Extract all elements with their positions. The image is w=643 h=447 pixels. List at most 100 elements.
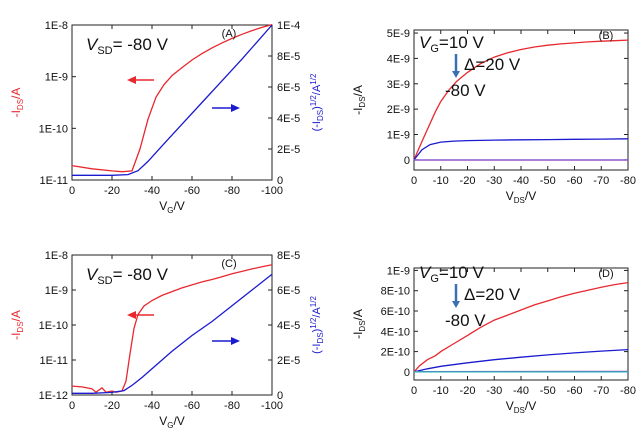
y-tick-label: 0 xyxy=(404,367,410,379)
x-axis-label: VDS/V xyxy=(506,189,536,205)
chart-panel-4: 0 -10 -20 -30 -40 -50 -60 -70 -80 0 2E-10 4E-10 6E-1… xyxy=(351,263,636,415)
x-tick-label: 0 xyxy=(69,400,75,412)
x-tick-label: -100 xyxy=(261,400,283,412)
y-axis-label: -IDS/A xyxy=(351,85,367,115)
y-tick-label: 5E-9 xyxy=(387,28,410,40)
y-axis-label: -IDS/A xyxy=(351,309,367,339)
y2-tick-label: 8E-5 xyxy=(277,51,300,63)
y-tick-label: 1E-9 xyxy=(387,129,410,141)
annotation-end: -80 V xyxy=(445,81,486,100)
series-line-2 xyxy=(413,138,629,161)
x-axis-label: VDS/V xyxy=(506,399,536,415)
chart-panel-1: 0 -20 -40 -60 -80 -100 1E-11 1E-10 1E-9 1E-8 0 2E-5… xyxy=(9,20,325,215)
panel-label: (A) xyxy=(222,28,237,40)
y-tick-label: 2E-9 xyxy=(387,104,410,116)
x-tick-label: -60 xyxy=(184,400,200,412)
y-tick-label: 4E-10 xyxy=(381,326,410,338)
series-line-2 xyxy=(72,24,273,176)
y-tick-label: 4E-9 xyxy=(387,53,410,65)
x-tick-label: -70 xyxy=(593,175,609,187)
x-tick-label: -60 xyxy=(184,185,200,197)
panel-label: (D) xyxy=(598,268,613,280)
x-tick-label: -60 xyxy=(567,385,583,397)
annotation-step: Δ=20 V xyxy=(464,285,521,304)
x-tick-label: -30 xyxy=(486,385,502,397)
x-tick-label: 0 xyxy=(411,385,417,397)
x-tick-label: -80 xyxy=(620,385,636,397)
y2-tick-label: 4E-5 xyxy=(277,320,300,332)
y-tick-label: 1E-11 xyxy=(39,355,68,367)
annotation-vg: VG=10 V xyxy=(419,33,484,55)
x-tick-label: -20 xyxy=(460,175,476,187)
step-arrow-head xyxy=(452,301,460,308)
arrow-right-head xyxy=(231,337,240,345)
series-line-1 xyxy=(413,39,629,161)
y2-tick-label: 6E-5 xyxy=(277,285,300,297)
x-tick-label: 0 xyxy=(411,175,417,187)
annotation-step: Δ=20 V xyxy=(464,55,521,74)
x-tick-label: -40 xyxy=(144,400,160,412)
y-tick-label: 1E-10 xyxy=(39,320,68,332)
y-tick-label: 3E-9 xyxy=(387,79,410,91)
y2-tick-label: 2E-5 xyxy=(277,355,300,367)
series-line-2 xyxy=(72,273,273,394)
y-axis-label: -IDS/A xyxy=(9,310,25,340)
x-tick-label: -80 xyxy=(224,400,240,412)
series-line-1 xyxy=(71,264,273,394)
arrow-left-head xyxy=(127,76,136,84)
x-tick-label: -100 xyxy=(261,185,283,197)
x-axis-label: VG/V xyxy=(159,199,185,215)
y-tick-label: 1E-9 xyxy=(45,285,68,297)
panel-label: (B) xyxy=(599,30,614,42)
y-tick-label: 1E-10 xyxy=(39,123,68,135)
step-arrow-head xyxy=(452,71,460,78)
x-axis-label: VG/V xyxy=(159,414,185,430)
x-tick-label: -10 xyxy=(433,385,449,397)
chart-panel-3: 0 -20 -40 -60 -80 -100 1E-12 1E-11 1E-10 1E-9 1E-8… xyxy=(9,250,325,430)
y-tick-label: 1E-11 xyxy=(39,175,68,187)
x-tick-label: -20 xyxy=(104,400,120,412)
y2-tick-label: 4E-5 xyxy=(277,113,300,125)
series-line-1 xyxy=(413,281,629,373)
y2-tick-label: 1E-4 xyxy=(277,20,300,32)
y-tick-label: 2E-10 xyxy=(381,347,410,359)
y2-tick-label: 6E-5 xyxy=(277,82,300,94)
annotation-vg: VG=10 V xyxy=(419,263,484,285)
x-tick-label: -80 xyxy=(224,185,240,197)
annotation-vsd: VSD= -80 V xyxy=(86,265,169,287)
chart-panel-2: 0 -10 -20 -30 -40 -50 -60 -70 -80 0 1E-9 2E-9 3E-9 4E… xyxy=(351,28,636,205)
x-tick-label: -10 xyxy=(433,175,449,187)
x-tick-label: -30 xyxy=(486,175,502,187)
y-axis-label: -IDS/A xyxy=(9,88,25,118)
y-tick-label: 1E-12 xyxy=(39,390,68,402)
arrow-left-head xyxy=(127,311,136,319)
y2-tick-label: 2E-5 xyxy=(277,144,300,156)
x-tick-label: -40 xyxy=(513,175,529,187)
y-tick-label: 1E-8 xyxy=(45,250,68,262)
y-tick-label: 6E-10 xyxy=(381,306,410,318)
y-tick-label: 1E-9 xyxy=(387,265,410,277)
y2-tick-label: 0 xyxy=(277,390,283,402)
series-line-2 xyxy=(413,348,629,373)
y-tick-label: 1E-9 xyxy=(45,72,68,84)
y-tick-label: 8E-10 xyxy=(381,286,410,298)
y2-axis-label: (-IDS)1/2/A1/2 xyxy=(309,73,325,131)
plot-frame xyxy=(71,24,273,181)
x-tick-label: -60 xyxy=(567,175,583,187)
arrow-right-head xyxy=(231,104,240,112)
x-tick-label: -50 xyxy=(540,175,556,187)
annotation-end: -80 V xyxy=(445,311,486,330)
y-tick-label: 1E-8 xyxy=(45,20,68,32)
x-tick-label: 0 xyxy=(69,185,75,197)
x-tick-label: -50 xyxy=(540,385,556,397)
series-line-1 xyxy=(71,23,273,173)
x-tick-label: -20 xyxy=(460,385,476,397)
panel-label: (C) xyxy=(221,258,236,270)
y-tick-label: 0 xyxy=(404,155,410,167)
x-tick-label: -20 xyxy=(104,185,120,197)
x-tick-label: -70 xyxy=(593,385,609,397)
annotation-vsd: VSD= -80 V xyxy=(86,35,169,57)
y2-tick-label: 0 xyxy=(277,175,283,187)
x-tick-label: -40 xyxy=(513,385,529,397)
